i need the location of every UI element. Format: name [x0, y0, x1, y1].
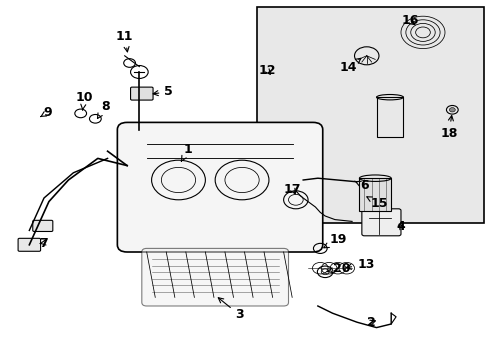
Text: 2: 2 — [366, 316, 375, 329]
FancyBboxPatch shape — [130, 87, 153, 100]
Text: 13: 13 — [346, 258, 374, 271]
Bar — [256, 7, 483, 223]
Text: 15: 15 — [366, 197, 387, 210]
Text: 11: 11 — [116, 30, 133, 52]
FancyBboxPatch shape — [117, 122, 322, 252]
Text: 9: 9 — [41, 106, 52, 119]
Text: 6: 6 — [354, 179, 368, 192]
Text: 1: 1 — [181, 143, 192, 161]
Text: 17: 17 — [283, 183, 301, 195]
Text: 20: 20 — [326, 262, 349, 275]
Circle shape — [448, 108, 454, 112]
Text: 10: 10 — [75, 91, 93, 110]
Bar — [359, 178, 390, 211]
FancyBboxPatch shape — [33, 220, 53, 231]
Text: 7: 7 — [39, 237, 47, 249]
Bar — [376, 97, 403, 137]
Text: 8: 8 — [97, 100, 109, 118]
Text: 18: 18 — [439, 116, 457, 140]
FancyBboxPatch shape — [361, 209, 400, 236]
FancyBboxPatch shape — [18, 238, 41, 251]
Text: 16: 16 — [400, 14, 418, 27]
Text: 14: 14 — [339, 58, 360, 74]
Text: 4: 4 — [396, 220, 405, 233]
FancyBboxPatch shape — [142, 248, 288, 306]
Text: 3: 3 — [218, 298, 244, 321]
Text: 19: 19 — [323, 233, 346, 248]
Text: 5: 5 — [153, 85, 173, 98]
Text: 12: 12 — [258, 64, 275, 77]
